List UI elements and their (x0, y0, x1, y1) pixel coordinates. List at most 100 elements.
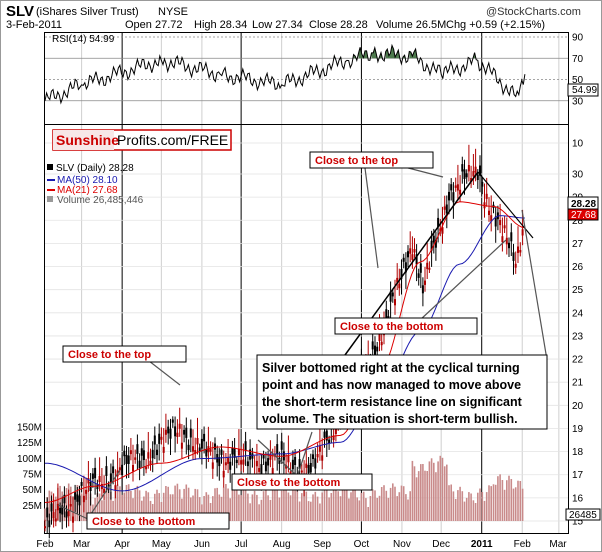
volume-bar (420, 464, 422, 521)
price-bar-body (485, 193, 488, 199)
price-bar-body (280, 441, 283, 450)
volume-bar (65, 488, 68, 521)
price-bar-body (187, 444, 190, 451)
volume-bar (132, 498, 134, 521)
volume-bar (301, 493, 303, 521)
annotation-top-left: Close to the top (62, 345, 187, 363)
legend-ma50: MA(50) 28.10 (57, 175, 118, 186)
x-tick-label: Oct (354, 539, 370, 550)
price-bar-body (224, 462, 227, 466)
volume-tick-label: 150M (17, 423, 42, 434)
price-tick-label: 16 (572, 493, 584, 504)
price-bar-body (474, 166, 477, 173)
volume-bar (209, 503, 212, 521)
price-bar-body (63, 494, 66, 504)
x-tick-label: 2011 (471, 539, 493, 550)
price-bar-body (499, 220, 502, 226)
arrow-bottom-left-b (57, 504, 91, 521)
price-bar-body (176, 432, 179, 437)
price-bar-body (430, 240, 433, 251)
x-axis: Feb Mar Apr May Jun Jul Aug Sep Oct Nov Dec 2011 Feb… (36, 539, 567, 550)
volume-bar (294, 484, 296, 521)
volume-label: Volume 26.5M (376, 19, 446, 31)
volume-bar (214, 488, 216, 521)
annotation-bottom-right: Close to the bottom (334, 317, 478, 335)
price-bar-body (94, 467, 97, 479)
price-bar-body (211, 462, 214, 469)
rsi-panel (44, 32, 569, 125)
volume-bar (352, 486, 354, 521)
volume-bar (154, 493, 156, 521)
price-bar-body (276, 444, 279, 455)
ma50-line (44, 215, 525, 492)
price-bar-body (305, 463, 308, 468)
price-bar-body (147, 452, 150, 459)
volume-bar (443, 466, 446, 521)
price-bar-body (46, 507, 49, 518)
price-bar-body (118, 467, 121, 471)
volume-bar (488, 485, 490, 521)
annotation-top-right-label: Close to the top (315, 155, 398, 167)
volume-bar (335, 484, 337, 521)
price-bar-body (314, 458, 317, 469)
volume-bar (407, 499, 409, 521)
price-bar-body (220, 449, 223, 455)
annotation-top-left-box (62, 345, 187, 363)
price-bar-body (178, 423, 181, 429)
price-bar-body (505, 237, 508, 245)
volume-bar (512, 488, 515, 521)
price-bar-body (136, 444, 139, 454)
volume-bar (380, 487, 383, 521)
volume-bar (160, 502, 163, 521)
price-bar-body (151, 449, 154, 459)
price-bar-body (185, 427, 188, 438)
volume-bar (296, 490, 299, 521)
price-bar-body (289, 471, 292, 475)
volume-bar (510, 479, 513, 521)
price-bar-body (218, 457, 221, 467)
change-label: Chg +0.59 (+2.15%) (446, 19, 545, 31)
price-bar-body (76, 494, 79, 502)
volume-bar (389, 487, 392, 521)
volume-bar (365, 498, 367, 521)
price-bar-body (419, 263, 422, 273)
price-bar-body (140, 448, 143, 456)
price-bar-body (323, 431, 326, 438)
volume-bar (103, 500, 105, 521)
volume-bar (422, 464, 424, 521)
volume-bar (198, 497, 201, 521)
commentary-note: Silver bottomed right at the cyclical tu… (256, 354, 548, 430)
volume-bar (328, 497, 330, 521)
open-label: Open 27.72 (125, 19, 183, 31)
price-bar-body (249, 449, 252, 460)
volume-bar (508, 475, 510, 521)
volume-bar (222, 487, 225, 521)
price-bar-body (291, 459, 294, 470)
volume-bar (398, 492, 401, 521)
volume-bar (231, 489, 234, 521)
close-label: Close 28.28 (309, 19, 368, 31)
volume-tick-label: 100M (17, 454, 42, 465)
volume-bar (227, 488, 229, 521)
volume-bar (80, 493, 83, 521)
price-bar-body (519, 250, 522, 253)
price-bar-body (91, 473, 94, 479)
volume-bar (127, 484, 130, 521)
price-bar-body (50, 503, 53, 512)
legend-price: SLV (Daily) 28.28 (56, 163, 134, 174)
price-bar-body (278, 457, 281, 464)
price-bar-body (214, 443, 216, 450)
price-bar-body (98, 476, 101, 482)
volume-bar (310, 501, 312, 521)
price-bar-body (325, 430, 328, 441)
volume-bar (459, 486, 461, 521)
ma21-price-label: 27.68 (571, 210, 596, 221)
rsi-legend: RSI(14) 54.99 (52, 34, 115, 45)
volume-bar (96, 493, 99, 521)
security-name: (iShares Silver Trust) (36, 6, 139, 18)
volume-bar (479, 488, 481, 521)
price-bar-body (125, 454, 128, 464)
price-bar-body (44, 526, 46, 529)
volume-bar (426, 471, 428, 521)
volume-bar (249, 503, 251, 521)
